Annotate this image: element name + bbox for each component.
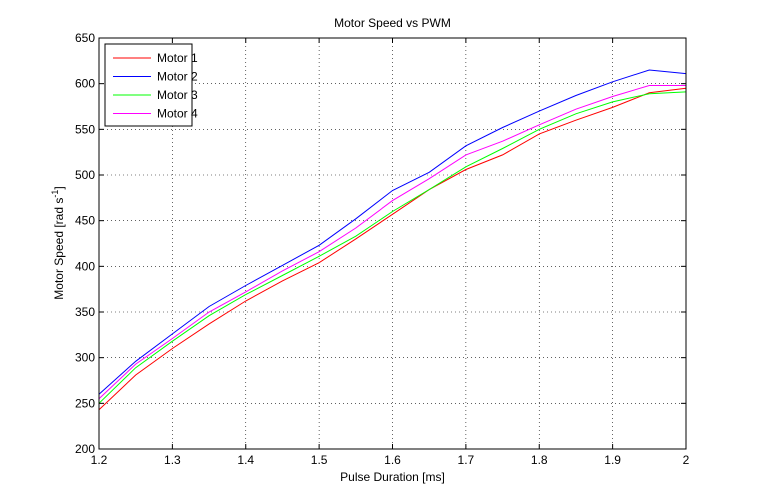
y-tick-label: 300 xyxy=(75,351,95,365)
x-tick-label: 1.7 xyxy=(458,453,475,467)
series-lines xyxy=(98,69,687,411)
ticks: 1.2 1.3 1.4 1.5 1.6 1.7 1.8 1.9 2 200 250 300 350 400… xyxy=(75,31,690,467)
legend-label-motor-4: Motor 4 xyxy=(157,107,198,121)
y-tick-label: 250 xyxy=(75,396,95,410)
series-line-motor-2 xyxy=(98,69,687,395)
legend-label-motor-1: Motor 1 xyxy=(157,51,198,65)
y-tick-label: 500 xyxy=(75,168,95,182)
x-tick-label: 1.4 xyxy=(237,453,254,467)
y-tick-label: 600 xyxy=(75,77,95,91)
series-line-motor-4 xyxy=(98,85,686,400)
y-tick-label: 400 xyxy=(75,259,95,273)
legend: Motor 1 Motor 2 Motor 3 Motor 4 xyxy=(104,43,198,127)
legend-label-motor-2: Motor 2 xyxy=(157,70,198,84)
y-axis-label-superscript: -1 xyxy=(50,190,60,198)
x-tick-label: 1.8 xyxy=(531,453,548,467)
legend-label-motor-3: Motor 3 xyxy=(157,88,198,102)
x-tick-label: 1.6 xyxy=(384,453,401,467)
x-tick-label: 1.9 xyxy=(604,453,621,467)
y-tick-label: 650 xyxy=(75,31,95,45)
y-tick-label: 350 xyxy=(75,305,95,319)
x-tick-label: 2 xyxy=(683,453,690,467)
y-tick-label: 200 xyxy=(75,442,95,456)
series-line-motor-3 xyxy=(98,91,687,404)
x-tick-label: 1.3 xyxy=(164,453,181,467)
y-axis-label: Motor Speed [rad s-1] xyxy=(50,186,66,299)
y-axis-label-main: Motor Speed [rad s xyxy=(52,198,66,300)
series-line-motor-1 xyxy=(98,87,687,411)
y-tick-label: 550 xyxy=(75,122,95,136)
x-tick-label: 1.5 xyxy=(311,453,328,467)
y-axis-label-close: ] xyxy=(52,186,66,189)
y-tick-label: 450 xyxy=(75,214,95,228)
x-axis-label: Pulse Duration [ms] xyxy=(340,470,445,484)
x-tick-label: 1.2 xyxy=(91,453,108,467)
chart-title: Motor Speed vs PWM xyxy=(334,16,451,30)
